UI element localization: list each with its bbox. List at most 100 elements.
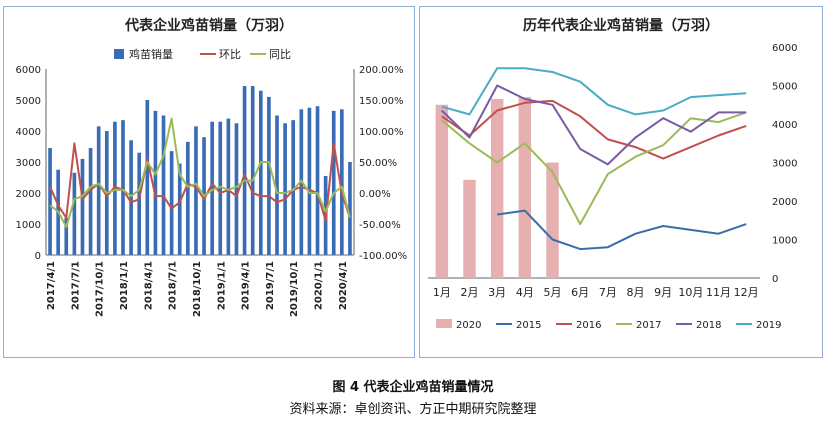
x-tick-label: 2017/10/1 (95, 261, 106, 317)
legend-label-2016: 2016 (576, 320, 601, 331)
left-chart-svg: 鸡苗销量 环比 同比 0 1000 2000 3000 4000 5000 6000 -100.00… (16, 47, 408, 317)
x-tick-label: 5月 (544, 286, 562, 299)
x-tick-label: 8月 (627, 286, 645, 299)
bar-sales (218, 121, 223, 255)
line-2015 (497, 209, 747, 251)
x-tick-label: 2018/7/1 (168, 261, 179, 310)
bar-sales (145, 100, 150, 255)
right-chart-panel: 历年代表企业鸡苗销量（万羽） 0 1000 2000 3000 4000 5000 6000… (419, 6, 823, 358)
line-2019 (441, 67, 747, 116)
x-tick-label: 2019/1/1 (216, 261, 227, 310)
x-tick-label: 2018/1/1 (119, 261, 130, 310)
bar-sales (242, 86, 247, 255)
x-tick-label: 2018/10/1 (192, 261, 203, 317)
x-tick-label: 4月 (516, 286, 534, 299)
legend-label-2015: 2015 (516, 320, 541, 331)
y-left-tick: 6000 (16, 65, 41, 76)
bar-sales (186, 141, 190, 255)
legend-label-2: 同比 (269, 48, 291, 61)
bar-sales (291, 120, 296, 256)
bar-sales (121, 120, 125, 256)
y-right-tick: 0.00% (359, 189, 391, 200)
y-tick: 4000 (772, 120, 797, 131)
x-tick-label: 2017/7/1 (70, 261, 81, 310)
bar-sales (48, 148, 52, 255)
bar-2020 (490, 98, 504, 278)
bar-sales (137, 152, 142, 255)
x-tick-label: 2020/4/1 (338, 261, 349, 310)
line-2018 (441, 84, 747, 166)
bar-sales (96, 126, 101, 255)
line-2017 (441, 111, 747, 226)
bar-sales (72, 172, 77, 255)
left-chart-title: 代表企业鸡苗销量（万羽） (125, 18, 293, 34)
y-tick: 0 (772, 274, 778, 285)
bar-sales (348, 162, 352, 255)
bar-sales (331, 110, 336, 255)
x-tick-label: 2月 (461, 286, 479, 299)
y-left-tick: 1000 (16, 220, 41, 231)
y-tick: 1000 (772, 236, 797, 247)
bar-sales (340, 109, 344, 255)
x-tick-label: 6月 (571, 286, 589, 299)
line-yoy (49, 117, 351, 229)
x-tick-label: 2017/4/1 (46, 261, 57, 310)
bar-sales (64, 217, 69, 255)
x-tick-label: 9月 (654, 286, 672, 299)
bar-sales (283, 123, 287, 255)
bar-sales (315, 106, 320, 255)
bar-sales (258, 90, 263, 255)
bar-2020 (435, 104, 449, 278)
y-right-tick: 200.00% (359, 65, 404, 76)
bar-sales (275, 115, 279, 255)
legend-label-0: 鸡苗销量 (129, 47, 173, 61)
y-left-tick: 4000 (16, 127, 41, 138)
bar-sales (153, 110, 158, 255)
x-tick-label: 10月 (678, 286, 703, 299)
x-tick-label: 3月 (488, 286, 506, 299)
legend-label-1: 环比 (219, 48, 241, 61)
legend-swatch-0 (114, 49, 124, 59)
figure-source: 资料来源：卓创资讯、方正中期研究院整理 (289, 402, 537, 417)
bar-sales (267, 96, 271, 256)
y-tick: 3000 (772, 159, 797, 170)
bar-sales (307, 107, 312, 255)
bar-2020 (518, 97, 532, 278)
bar-sales (210, 121, 214, 255)
y-left-tick: 2000 (16, 189, 41, 200)
legend-label-2017: 2017 (636, 320, 661, 331)
bar-sales (177, 163, 182, 255)
legend-label-2019: 2019 (756, 320, 781, 331)
bar-sales (226, 118, 231, 255)
bar-sales (129, 140, 133, 255)
x-tick-label: 7月 (599, 286, 617, 299)
legend-label-2018: 2018 (696, 320, 721, 331)
figure-caption: 图 4 代表企业鸡苗销量情况 (332, 380, 494, 395)
legend-label-2020: 2020 (456, 320, 481, 331)
right-chart-svg: 0 1000 2000 3000 4000 5000 6000 1月 2月 3月 4月 5月 6月 7月 8… (428, 43, 797, 331)
line-2016 (441, 99, 747, 160)
bar-sales (113, 121, 117, 255)
x-tick-label: 12月 (734, 286, 759, 299)
legend-swatch-2020 (436, 319, 452, 328)
right-chart-title: 历年代表企业鸡苗销量（万羽） (523, 18, 719, 34)
line-mom (49, 142, 351, 222)
bar-sales (161, 115, 166, 255)
x-tick-label: 1月 (433, 286, 451, 299)
bar-sales (250, 86, 255, 255)
y-tick: 2000 (772, 197, 797, 208)
bar-sales (194, 126, 198, 255)
bar-sales (234, 123, 239, 255)
y-tick: 5000 (772, 82, 797, 93)
y-right-tick: 100.00% (359, 127, 404, 138)
y-left-tick: 5000 (16, 96, 41, 107)
x-tick-label: 2019/10/1 (289, 261, 300, 317)
bar-sales (80, 158, 85, 255)
bar-sales (169, 151, 174, 255)
left-chart-panel: 代表企业鸡苗销量（万羽） 鸡苗销量 环比 同比 0 1000 2000 3000 4000 50… (3, 6, 415, 358)
y-right-tick: -100.00% (359, 251, 407, 262)
y-right-tick: -50.00% (359, 220, 401, 231)
y-right-tick: 150.00% (359, 96, 404, 107)
x-tick-label: 2019/7/1 (265, 261, 276, 310)
bar-2020 (463, 179, 476, 278)
